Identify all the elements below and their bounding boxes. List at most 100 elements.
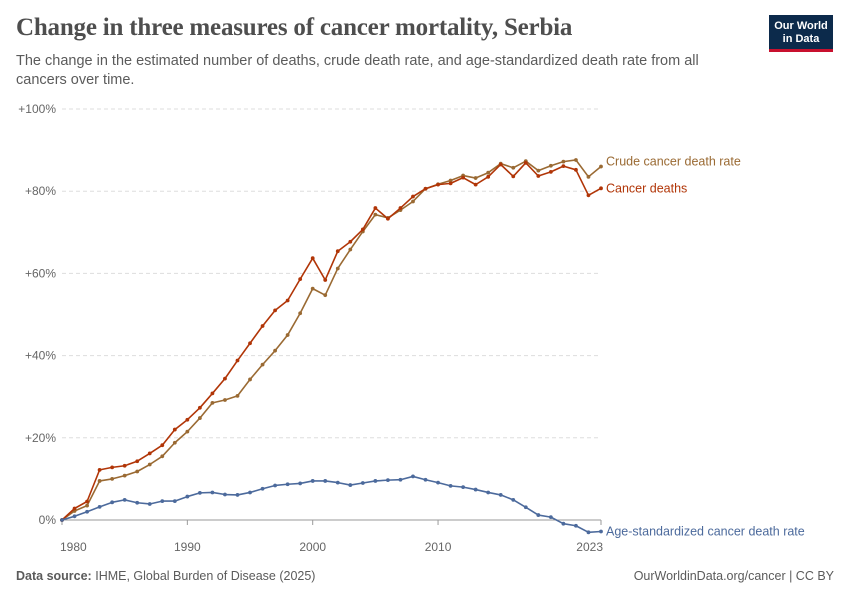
data-point (185, 494, 190, 499)
data-point (97, 504, 102, 509)
data-point (60, 518, 64, 522)
data-point (373, 479, 378, 483)
data-point (423, 477, 428, 482)
data-point (398, 206, 403, 210)
x-axis: 1980 1990 2000 2010 2023 (60, 519, 603, 554)
data-point (285, 482, 290, 487)
data-point (411, 199, 415, 204)
data-point (135, 459, 140, 464)
data-point (511, 165, 516, 170)
data-point (348, 247, 353, 252)
data-point (72, 514, 77, 519)
data-point (561, 159, 566, 164)
y-tick-label: +80% (25, 184, 56, 198)
data-source-label: Data source: (16, 569, 92, 583)
series-line (61, 159, 602, 521)
data-point (599, 164, 603, 169)
y-tick-label: +100% (18, 102, 56, 116)
data-point (574, 158, 578, 162)
x-tick-label: 1980 (60, 540, 87, 554)
data-point (486, 174, 491, 179)
data-point (548, 163, 553, 168)
data-point (160, 499, 165, 503)
data-point (110, 465, 115, 470)
data-point (172, 440, 177, 445)
y-tick-label: 0% (39, 513, 57, 527)
data-point (486, 490, 491, 495)
series-age-standardized-cancer-death-rate[interactable] (60, 474, 603, 535)
data-point (498, 162, 503, 167)
data-point (398, 477, 403, 482)
grid-lines (62, 108, 601, 439)
data-point (310, 256, 315, 261)
y-tick-label: +20% (25, 431, 56, 445)
data-point (423, 186, 428, 191)
series-crude-cancer-death-rate[interactable] (60, 158, 603, 522)
x-tick-label: 2010 (425, 540, 452, 554)
data-point (135, 500, 140, 505)
y-tick-label: +60% (25, 266, 56, 280)
owid-logo[interactable]: Our World in Data (769, 15, 833, 52)
data-point (599, 529, 603, 534)
data-point (561, 164, 566, 169)
data-point (172, 427, 177, 432)
data-point (386, 478, 390, 483)
series-label[interactable]: Cancer deaths (606, 181, 687, 195)
data-point (523, 160, 528, 165)
data-point (260, 486, 265, 491)
data-point (147, 451, 152, 456)
data-source: Data source: IHME, Global Burden of Dise… (16, 569, 315, 583)
data-point (122, 497, 127, 502)
data-point (335, 249, 340, 254)
data-point (310, 479, 315, 483)
data-point (511, 174, 516, 179)
data-source-link[interactable]: IHME, Global Burden of Disease (2025) (95, 569, 316, 583)
series-label[interactable]: Crude cancer death rate (606, 155, 741, 169)
data-point (486, 170, 491, 175)
data-point (97, 479, 102, 483)
series-cancer-deaths[interactable] (60, 160, 603, 522)
data-point (498, 493, 503, 497)
data-point (160, 454, 165, 459)
data-point (323, 278, 328, 282)
chart-subtitle: The change in the estimated number of de… (16, 53, 699, 88)
data-point (197, 416, 202, 420)
data-point (411, 474, 415, 479)
data-point (172, 499, 177, 503)
data-point (110, 500, 115, 505)
data-point (574, 523, 578, 528)
data-point (561, 521, 566, 526)
y-axis-tick-labels: 0% +20% +40% +60% +80% +100% (18, 102, 56, 527)
series-label[interactable]: Age-standardized cancer death rate (606, 525, 805, 539)
data-point (235, 358, 240, 363)
data-point (223, 398, 227, 402)
data-point (210, 400, 215, 405)
data-point (147, 502, 152, 506)
data-point (448, 483, 453, 488)
data-point (248, 490, 252, 495)
data-point (298, 277, 303, 282)
data-point (436, 480, 440, 485)
data-point (248, 377, 252, 382)
data-point (536, 168, 541, 173)
data-point (373, 212, 378, 217)
data-point (223, 376, 227, 381)
series-lines (60, 158, 603, 535)
data-point (223, 492, 227, 497)
data-point (323, 479, 328, 483)
data-point (373, 206, 378, 210)
data-point (335, 480, 340, 485)
chart-title: Change in three measures of cancer morta… (16, 14, 573, 41)
data-point (298, 481, 303, 486)
credit-link[interactable]: OurWorldinData.org/cancer | CC BY (633, 569, 834, 583)
data-point (473, 176, 478, 180)
data-point (511, 497, 516, 502)
data-point (574, 167, 578, 172)
data-point (135, 469, 140, 474)
logo-line-2: in Data (782, 33, 820, 45)
data-point (548, 515, 553, 520)
data-point (548, 169, 553, 174)
data-point (210, 490, 215, 495)
data-point (348, 483, 353, 487)
data-point (235, 393, 240, 398)
